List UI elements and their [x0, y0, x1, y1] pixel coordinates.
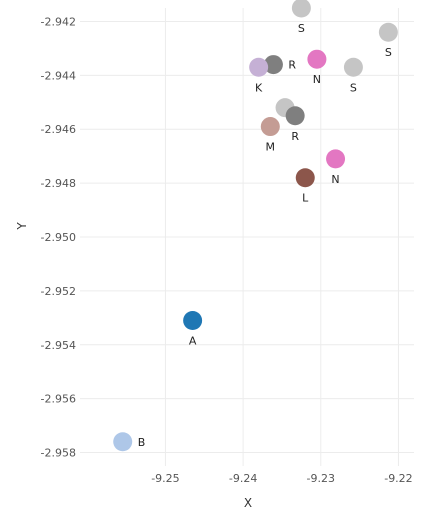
scatter-point[interactable] [291, 0, 311, 18]
point-label: R [291, 130, 299, 143]
x-tick-label: -9.24 [229, 472, 257, 485]
point-label: A [189, 335, 197, 348]
point-label: S [298, 22, 305, 35]
y-tick-label: -2.954 [41, 339, 76, 352]
point-label: N [331, 173, 339, 186]
point-label: M [266, 141, 276, 154]
scatter-point[interactable] [263, 55, 283, 75]
y-tick-label: -2.958 [41, 447, 76, 460]
scatter-point[interactable] [326, 149, 346, 169]
point-label: S [385, 46, 392, 59]
scatter-point[interactable] [295, 168, 315, 188]
x-tick-label: -9.22 [384, 472, 412, 485]
y-tick-label: -2.944 [41, 69, 76, 82]
y-tick-label: -2.942 [41, 15, 76, 28]
y-tick-label: -2.948 [41, 177, 76, 190]
x-tick-label: -9.25 [151, 472, 179, 485]
x-axis-title: X [244, 496, 252, 510]
scatter-point[interactable] [260, 117, 280, 137]
x-tick-label: -9.23 [307, 472, 335, 485]
point-label: K [255, 81, 263, 94]
y-tick-label: -2.950 [41, 231, 76, 244]
point-label: B [138, 436, 146, 449]
point-label: N [313, 73, 321, 86]
y-tick-label: -2.956 [41, 393, 76, 406]
scatter-point[interactable] [343, 57, 363, 77]
scatter-point[interactable] [183, 311, 203, 331]
scatter-point[interactable] [307, 49, 327, 69]
scatter-point[interactable] [249, 57, 269, 77]
y-tick-label: -2.946 [41, 123, 76, 136]
point-label: R [288, 59, 296, 72]
scatter-point[interactable] [113, 432, 133, 452]
y-axis-ticks: -2.942 -2.944 -2.946 -2.948 -2.950 -2.952 -2.9… [41, 15, 76, 459]
y-tick-label: -2.952 [41, 285, 76, 298]
point-label: L [302, 192, 309, 205]
scatter-point[interactable] [285, 106, 305, 126]
point-labels: S S N S R K R M N L A B [138, 22, 392, 449]
x-axis-ticks: -9.25 -9.24 -9.23 -9.22 [151, 472, 412, 485]
scatter-point[interactable] [378, 22, 398, 42]
point-label: S [350, 81, 357, 94]
data-points[interactable] [113, 0, 398, 452]
y-axis-title: Y [15, 222, 29, 231]
grid-lines [80, 8, 414, 466]
